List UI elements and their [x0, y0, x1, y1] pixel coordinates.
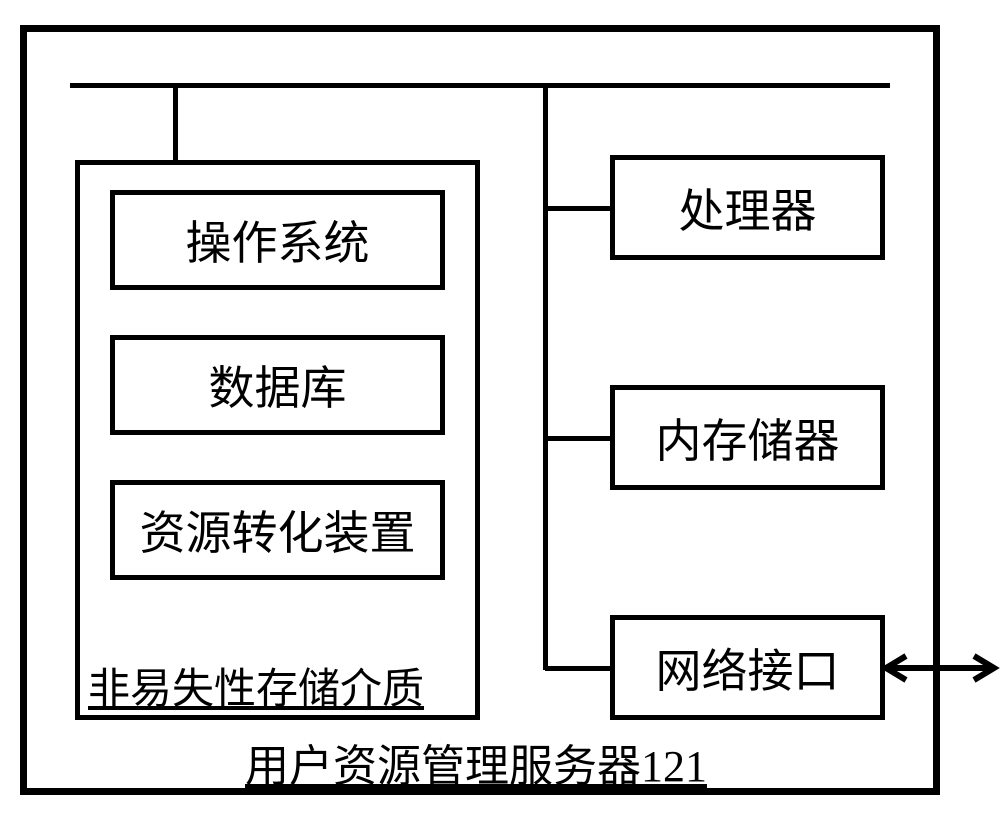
branch-memory	[545, 436, 610, 441]
server-caption: 用户资源管理服务器121	[245, 730, 707, 794]
memory-label: 内存储器	[656, 405, 840, 471]
os-box: 操作系统	[110, 190, 445, 290]
right-stem-line	[543, 85, 548, 670]
resource-converter-box: 资源转化装置	[110, 480, 445, 580]
processor-label: 处理器	[679, 175, 817, 241]
network-interface-label: 网络接口	[656, 635, 840, 701]
resource-converter-label: 资源转化装置	[140, 497, 416, 563]
diagram-canvas: 操作系统 数据库 资源转化装置 非易失性存储介质 处理器 内存储器 网络接口 用…	[0, 0, 1000, 815]
external-double-arrow	[880, 648, 1000, 688]
network-interface-box: 网络接口	[610, 615, 885, 720]
branch-network	[545, 666, 610, 671]
left-stem-line	[173, 85, 178, 160]
memory-box: 内存储器	[610, 385, 885, 490]
bus-line	[70, 83, 890, 88]
database-box: 数据库	[110, 335, 445, 435]
os-label: 操作系统	[186, 207, 370, 273]
branch-processor	[545, 206, 610, 211]
processor-box: 处理器	[610, 155, 885, 260]
nvstorage-label: 非易失性存储介质	[88, 655, 424, 716]
database-label: 数据库	[209, 352, 347, 418]
